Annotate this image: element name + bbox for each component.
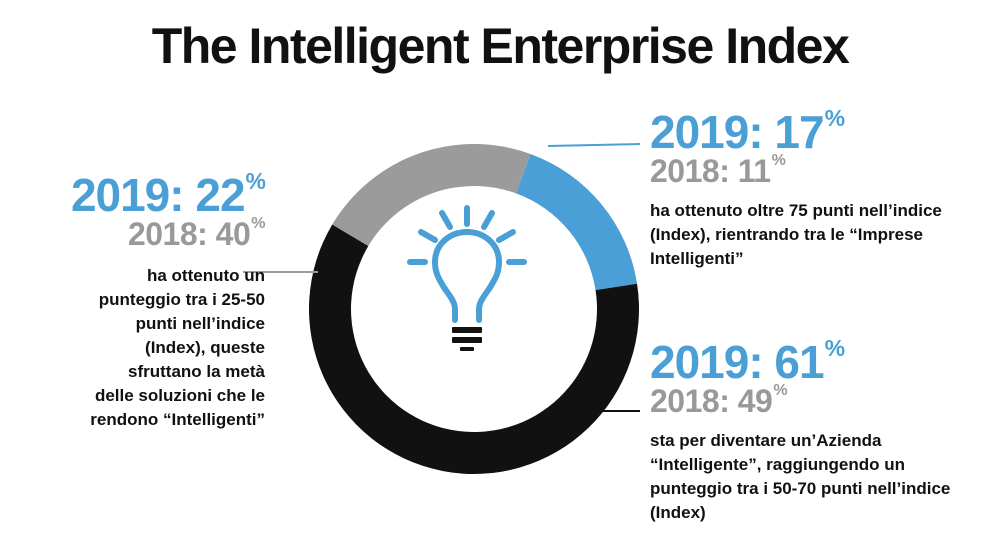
donut-slices xyxy=(309,143,640,474)
lightbulb-icon xyxy=(407,205,527,351)
stat-top-2018: 2018: 11% xyxy=(650,152,786,189)
stat-left-description: ha ottenuto un punteggio tra i 25-50 pun… xyxy=(90,266,265,429)
stat-bottom-2018: 2018: 49% xyxy=(650,382,788,419)
stat-left-2019: 2019: 22% xyxy=(70,168,266,221)
donut-slice-25-50 xyxy=(332,143,531,247)
donut-slice-50-70 xyxy=(309,224,640,474)
leader-lines xyxy=(243,143,641,412)
stat-left-2018: 2018: 40% xyxy=(127,215,266,252)
stat-top: 2019: 17% 2018: 11% ha ottenuto oltre 75… xyxy=(650,105,970,271)
donut-slice-over-75 xyxy=(516,153,638,291)
stat-left: 2019: 22% 2018: 40% ha ottenuto un punte… xyxy=(70,168,266,432)
stat-bottom-description: sta per diventare un’Azienda “Intelligen… xyxy=(650,431,951,522)
stat-bottom: 2019: 61% 2018: 49% sta per diventare un… xyxy=(650,335,980,525)
page-title: The Intelligent Enterprise Index xyxy=(151,18,850,74)
stat-top-2019: 2019: 17% xyxy=(650,105,845,158)
stat-top-description: ha ottenuto oltre 75 punti nell’indice (… xyxy=(650,201,942,268)
stat-bottom-2019: 2019: 61% xyxy=(650,335,845,388)
leader-line-top xyxy=(547,143,641,147)
